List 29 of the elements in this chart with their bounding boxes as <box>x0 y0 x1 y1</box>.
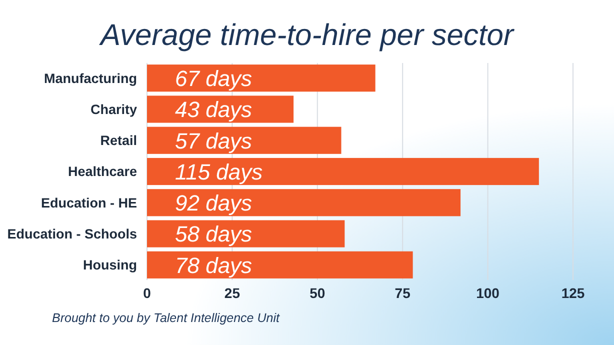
y-tick-label: Retail <box>100 133 137 148</box>
y-tick-label: Education - Schools <box>7 226 137 242</box>
y-tick-label: Education - HE <box>40 195 137 210</box>
bar <box>147 64 376 92</box>
x-tick-label: 50 <box>310 285 326 301</box>
x-tick-label: 125 <box>561 285 585 301</box>
y-tick-label: Healthcare <box>68 164 138 180</box>
data-label: 78 days <box>175 252 252 278</box>
y-tick-label: Housing <box>83 258 137 273</box>
bar <box>147 220 345 248</box>
bar <box>147 126 342 154</box>
data-label: 58 days <box>175 222 252 247</box>
y-tick-label: Charity <box>90 102 138 117</box>
x-tick-label: 100 <box>476 285 500 301</box>
bar <box>147 251 413 278</box>
bar <box>147 189 461 216</box>
chart-title: Average time-to-hire per sector <box>98 19 514 52</box>
bar <box>147 96 294 123</box>
data-label: 92 days <box>175 190 252 216</box>
text: Brought to you by Talent Intelligence Unit <box>52 311 280 325</box>
data-label: 57 days <box>175 128 252 154</box>
data-label: 43 days <box>175 97 252 122</box>
y-tick-label: Manufacturing <box>44 70 137 86</box>
x-tick-label: 25 <box>224 285 240 301</box>
data-label: 67 days <box>175 66 252 92</box>
x-tick-label: 75 <box>394 285 411 301</box>
data-label: 115 days <box>175 159 263 184</box>
x-tick-label: 0 <box>143 285 152 301</box>
bar <box>147 158 539 186</box>
